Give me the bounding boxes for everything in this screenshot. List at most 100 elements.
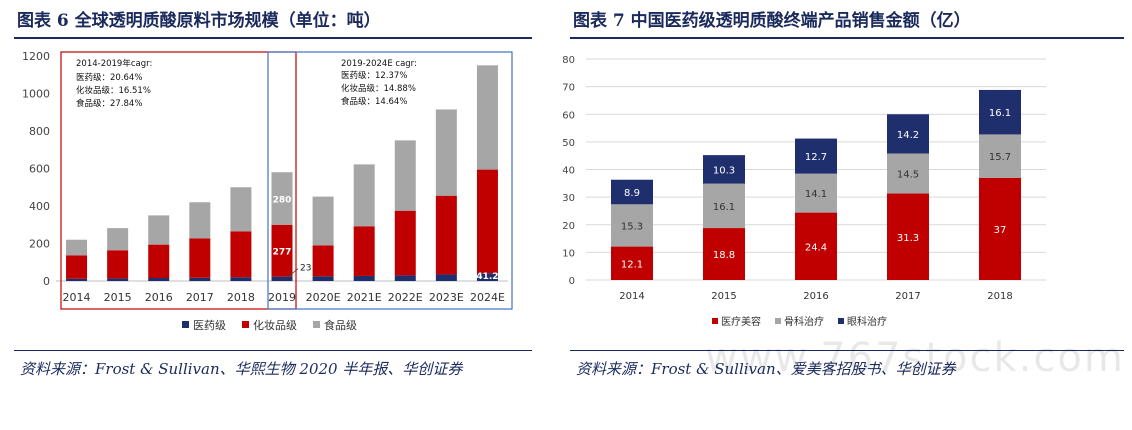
y-tick-label: 10 [562, 248, 575, 259]
y-tick-label: 600 [29, 163, 50, 176]
bar-segment [107, 250, 129, 279]
data-label: 8.9 [624, 188, 640, 199]
bar-segment [435, 109, 457, 196]
legend-label: 骨科治疗 [784, 315, 824, 328]
data-label: 12.1 [621, 259, 643, 270]
y-tick-label: 40 [562, 166, 575, 177]
bar-segment [353, 275, 375, 281]
bar-segment [107, 278, 129, 281]
data-label: 10.3 [713, 165, 735, 176]
cagr-2-heading: 2019-2024E cagr: [341, 59, 417, 69]
bar-segment [312, 245, 334, 277]
bar-segment [703, 228, 745, 280]
data-label: 41.2 [476, 272, 498, 282]
site-watermark: www.767stock.com [705, 335, 1125, 381]
x-tick-label: 2015 [104, 291, 132, 304]
data-label: 14.2 [897, 130, 919, 141]
legend-swatch [712, 318, 718, 324]
left-figure-title: 图表 6 全球透明质酸原料市场规模（单位：吨） [17, 11, 381, 31]
x-tick-label: 2021E [347, 291, 382, 304]
y-tick-label: 60 [562, 110, 575, 121]
x-tick-label: 2023E [429, 291, 464, 304]
data-label: 31.3 [897, 233, 919, 244]
cagr-2-line: 化妆品级：14.88% [341, 83, 416, 94]
bar-segment [189, 277, 211, 281]
data-label: 280 [273, 196, 292, 206]
cagr-1-line: 食品级：27.84% [76, 98, 142, 109]
y-tick-label: 800 [29, 125, 50, 138]
legend-label: 医药级 [193, 319, 226, 332]
legend-swatch [775, 318, 781, 324]
x-tick-label: 2024E [470, 291, 505, 304]
market-size-chart: 0 200 400 600 800 1000 1200 2014 2015 2016 2017 201… [22, 50, 513, 332]
callout-label: 23 [300, 264, 311, 274]
right-source-note: 资料来源：Frost & Sullivan、爱美客招股书、华创证券 [576, 360, 956, 378]
data-label: 16.1 [989, 108, 1011, 119]
bar-segment [230, 231, 252, 278]
bar-segment [189, 202, 211, 239]
bar-segment [611, 179, 653, 205]
bar-segment [887, 153, 929, 194]
bar-segment [476, 273, 498, 281]
bar-segment [230, 187, 252, 232]
bar-segment [66, 255, 88, 279]
bar-segment [887, 114, 929, 154]
legend-label: 化妆品级 [253, 318, 297, 332]
y-tick-label: 0 [569, 276, 575, 287]
data-label: 277 [273, 248, 292, 258]
data-label: 15.7 [989, 152, 1011, 163]
left-source-rule [14, 350, 532, 351]
bar-segment [230, 277, 252, 281]
x-tick-label: 2016 [145, 291, 173, 304]
bar-segment [979, 134, 1021, 178]
bar-segment [312, 276, 334, 281]
bar-segment [148, 278, 170, 281]
bar-segment [353, 226, 375, 276]
x-tick-label: 2014 [619, 291, 644, 302]
legend-label: 眼科治疗 [847, 315, 887, 328]
y-tick-label: 50 [562, 138, 575, 149]
bar-segment [795, 212, 837, 280]
data-label: 18.8 [713, 250, 735, 261]
x-tick-label: 2019 [268, 291, 296, 304]
bar-segment [795, 173, 837, 213]
x-tick-label: 2018 [227, 291, 255, 304]
legend-label: 食品级 [324, 318, 357, 332]
data-label: 24.4 [805, 242, 827, 253]
cagr-2-line: 食品级：14.64% [341, 96, 407, 107]
bar-segment [887, 193, 929, 280]
bar-segment [703, 183, 745, 229]
bar-segment [312, 196, 334, 246]
y-tick-label: 200 [29, 238, 50, 251]
bar-segment [189, 238, 211, 278]
bar-segment [394, 210, 416, 276]
bar-segment [66, 278, 88, 281]
x-tick-label: 2022E [388, 291, 423, 304]
y-tick-label: 0 [43, 275, 50, 288]
y-tick-label: 1200 [22, 50, 50, 63]
data-label: 15.3 [621, 221, 643, 232]
data-label: 14.5 [897, 170, 919, 181]
bar-segment [979, 89, 1021, 135]
legend-swatch [242, 321, 249, 328]
bar-segment [107, 228, 129, 251]
sales-amount-chart: 0 10 20 30 40 50 60 70 80 12.1 15.3 8.9 2014 18.8 16.1… [562, 55, 1046, 328]
y-tick-label: 400 [29, 200, 50, 213]
data-label: 12.7 [805, 152, 827, 163]
legend-swatch [838, 318, 844, 324]
legend-swatch [182, 321, 189, 328]
data-label: 14.1 [805, 189, 827, 200]
x-tick-label: 2016 [803, 291, 828, 302]
x-tick-label: 2015 [711, 291, 736, 302]
bar-segment [611, 246, 653, 280]
bar-segment [394, 275, 416, 281]
bar-segment [435, 274, 457, 281]
data-label: 16.1 [713, 202, 735, 213]
cagr-1-line: 化妆品级：16.51% [76, 85, 151, 96]
cagr-1-line: 医药级：20.64% [76, 72, 142, 83]
x-tick-label: 2020E [306, 291, 341, 304]
bar-segment [703, 155, 745, 184]
legend-label: 医疗美容 [721, 315, 761, 328]
left-title-rule [14, 37, 532, 39]
bar-segment [435, 195, 457, 275]
